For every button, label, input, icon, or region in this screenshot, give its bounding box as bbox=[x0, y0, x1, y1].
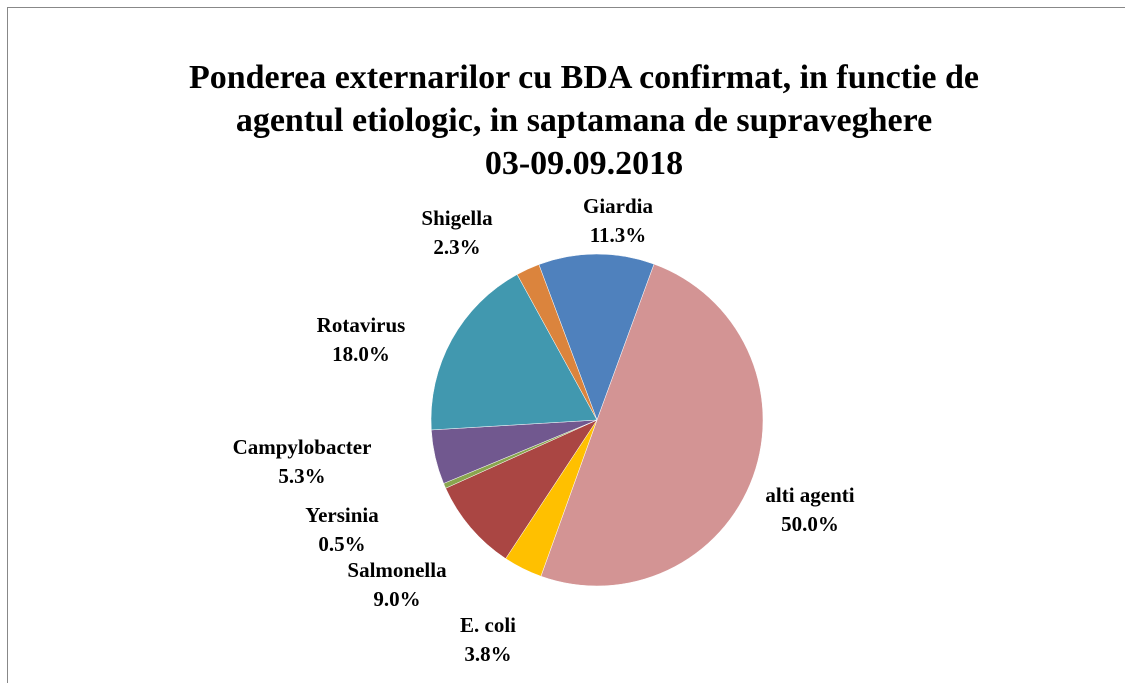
chart-title: 03-09.09.2018 bbox=[485, 145, 683, 182]
slice-value-label: 2.3% bbox=[433, 235, 480, 259]
slice-value-label: 50.0% bbox=[781, 512, 839, 536]
chart-border bbox=[7, 7, 1125, 683]
pie-slice bbox=[516, 264, 598, 421]
slice-value-label: 5.3% bbox=[278, 464, 325, 488]
slice-value-label: 9.0% bbox=[373, 587, 420, 611]
pie-slice bbox=[430, 274, 598, 431]
pie-slice bbox=[538, 253, 655, 421]
slice-label: alti agenti bbox=[765, 483, 854, 507]
slice-value-label: 0.5% bbox=[318, 532, 365, 556]
slice-value-label: 11.3% bbox=[590, 223, 647, 247]
slice-label: Yersinia bbox=[305, 503, 379, 527]
slice-value-label: 18.0% bbox=[332, 342, 390, 366]
chart-title: agentul etiologic, in saptamana de supra… bbox=[236, 102, 932, 139]
slice-value-label: 3.8% bbox=[464, 642, 511, 666]
slice-label: Salmonella bbox=[347, 558, 447, 582]
slice-label: Rotavirus bbox=[317, 313, 406, 337]
pie-slice bbox=[540, 263, 764, 587]
slice-label: Shigella bbox=[421, 206, 493, 230]
chart-title: Ponderea externarilor cu BDA confirmat, … bbox=[189, 59, 979, 96]
pie-slice bbox=[445, 419, 598, 559]
slice-label: Campylobacter bbox=[233, 435, 372, 459]
slice-label: E. coli bbox=[460, 613, 516, 637]
slice-label: Giardia bbox=[583, 194, 654, 218]
